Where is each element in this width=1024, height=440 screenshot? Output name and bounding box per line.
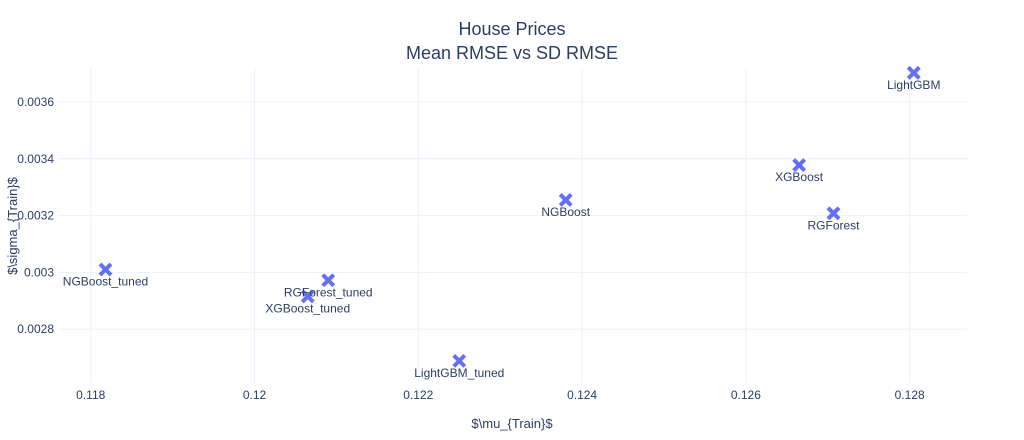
x-tick-label: 0.122 xyxy=(403,388,433,402)
x-marker xyxy=(906,65,921,80)
data-point: RGForest xyxy=(808,206,861,232)
gridlines xyxy=(58,68,967,383)
x-marker xyxy=(300,289,315,304)
data-point: XGBoost_tuned xyxy=(265,289,350,315)
x-tick-label: 0.118 xyxy=(76,388,105,402)
y-tick-label: 0.003 xyxy=(24,265,54,279)
x-tick-label: 0.12 xyxy=(243,388,267,402)
y-axis-ticks: 0.0028 0.003 0.0032 0.0034 0.0036 xyxy=(17,95,54,336)
data-point: LightGBM_tuned xyxy=(414,353,504,380)
point-label: LightGBM_tuned xyxy=(414,366,504,380)
point-label: RGForest xyxy=(808,218,861,232)
x-axis-ticks: 0.118 0.12 0.122 0.124 0.126 0.128 xyxy=(76,388,925,402)
data-point: NGBoost_tuned xyxy=(63,262,148,288)
point-label: NGBoost xyxy=(541,205,590,219)
x-marker xyxy=(321,273,336,288)
point-label: RGForest_tuned xyxy=(284,285,373,299)
x-marker xyxy=(826,206,841,221)
point-label: XGBoost_tuned xyxy=(265,301,350,315)
x-tick-label: 0.126 xyxy=(731,388,761,402)
point-label: XGBoost xyxy=(775,170,824,184)
x-marker xyxy=(452,353,467,368)
x-marker xyxy=(558,193,573,207)
data-points: NGBoost_tuned XGBoost_tuned RGForest_tuned… xyxy=(63,65,940,380)
y-tick-label: 0.0034 xyxy=(17,152,54,166)
point-label: NGBoost_tuned xyxy=(63,274,148,288)
y-axis-title: $\sigma_{Train}$ xyxy=(5,176,20,275)
x-marker xyxy=(792,158,807,172)
y-tick-label: 0.0028 xyxy=(17,322,54,336)
x-tick-label: 0.128 xyxy=(895,388,925,402)
y-tick-label: 0.0032 xyxy=(17,209,54,223)
x-tick-label: 0.124 xyxy=(567,388,597,402)
data-point: RGForest_tuned xyxy=(284,273,373,299)
data-point: NGBoost xyxy=(541,193,591,219)
chart-title: House Prices xyxy=(458,19,565,39)
x-marker xyxy=(98,262,113,277)
data-point: LightGBM xyxy=(887,65,940,92)
y-tick-label: 0.0036 xyxy=(17,95,54,109)
x-axis-title: $\mu_{Train}$ xyxy=(471,416,553,431)
chart-subtitle: Mean RMSE vs SD RMSE xyxy=(406,43,618,63)
point-label: LightGBM xyxy=(887,78,940,92)
data-point: XGBoost xyxy=(775,158,824,184)
